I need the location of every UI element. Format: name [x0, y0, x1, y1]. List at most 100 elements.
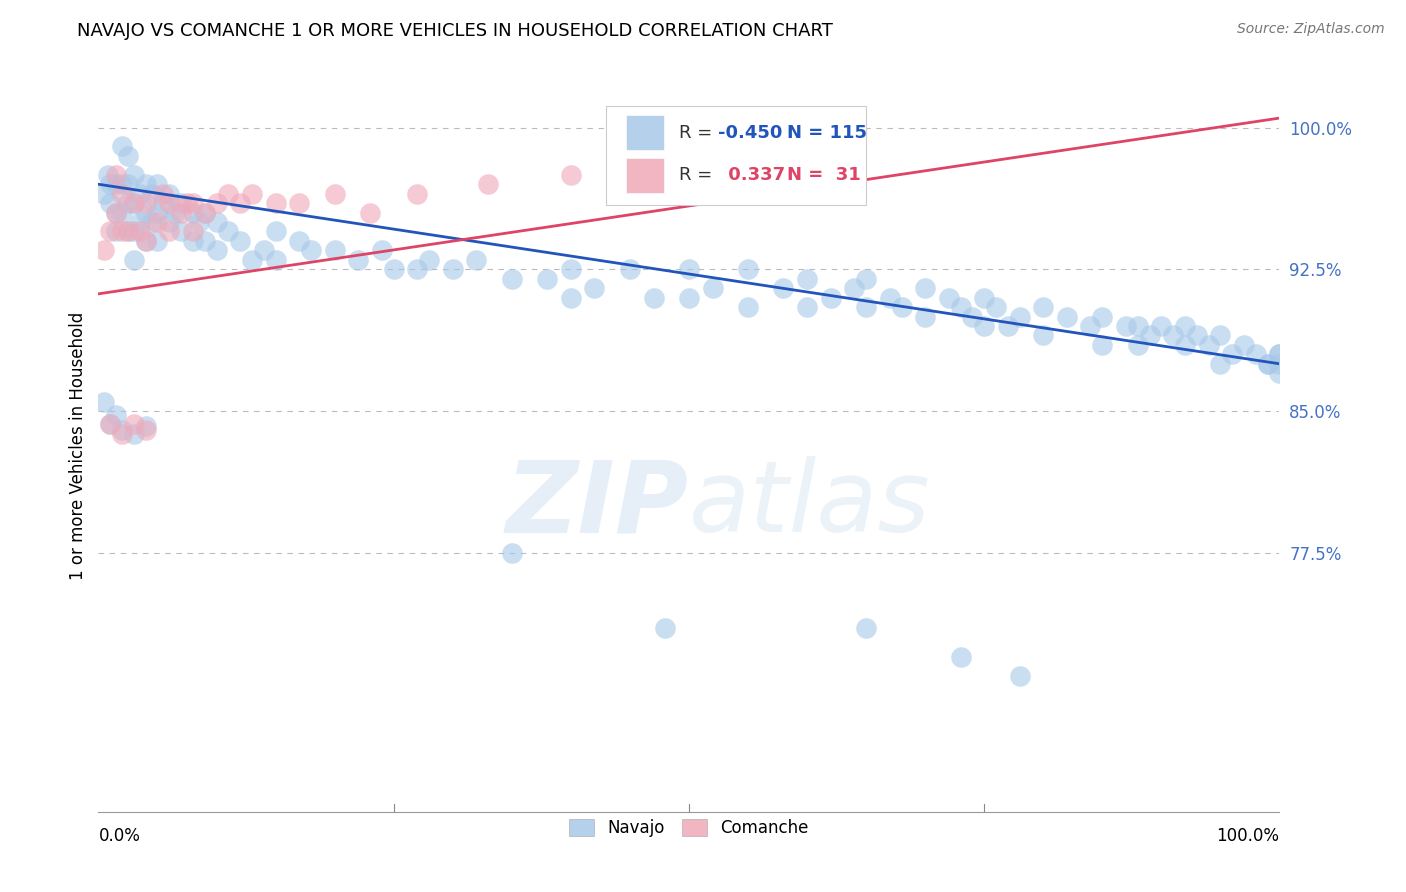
Text: 0.0%: 0.0% [98, 827, 141, 845]
Point [181, 234, 204, 248]
Point [1244, 347, 1267, 361]
Point [973, 291, 995, 305]
Point [122, 417, 145, 432]
Point [135, 419, 157, 434]
Point [217, 225, 239, 239]
Text: atlas: atlas [689, 456, 931, 553]
Point [122, 426, 145, 441]
Point [382, 262, 405, 277]
Point [501, 546, 523, 560]
Point [1032, 300, 1054, 314]
Point [796, 300, 818, 314]
Point [643, 291, 665, 305]
Point [1268, 347, 1291, 361]
Point [264, 252, 287, 267]
Point [560, 262, 582, 277]
Point [1174, 318, 1197, 333]
Point [1268, 357, 1291, 371]
Point [181, 225, 204, 239]
Point [1091, 338, 1114, 352]
Point [1268, 366, 1291, 380]
Y-axis label: 1 or more Vehicles in Household: 1 or more Vehicles in Household [69, 312, 87, 580]
Point [1056, 310, 1078, 324]
Text: N =  31: N = 31 [787, 167, 860, 185]
Point [1209, 328, 1232, 343]
FancyBboxPatch shape [626, 115, 664, 151]
Point [536, 271, 558, 285]
Point [157, 186, 180, 201]
Point [299, 244, 322, 258]
Point [146, 178, 169, 192]
Point [1126, 338, 1149, 352]
Point [962, 310, 984, 324]
Point [973, 318, 995, 333]
Point [187, 215, 209, 229]
Point [1233, 338, 1256, 352]
Point [938, 291, 960, 305]
Point [93, 244, 115, 258]
Point [111, 139, 134, 153]
Point [157, 225, 180, 239]
Point [128, 186, 150, 201]
Point [1150, 318, 1173, 333]
Point [111, 178, 134, 192]
Point [97, 168, 120, 182]
Point [820, 291, 842, 305]
Point [194, 234, 217, 248]
Point [406, 186, 429, 201]
Point [772, 281, 794, 295]
Point [240, 186, 263, 201]
Point [117, 225, 139, 239]
Point [997, 318, 1019, 333]
Point [157, 196, 180, 211]
Point [855, 271, 877, 285]
Point [678, 262, 700, 277]
Point [141, 215, 163, 229]
Point [1257, 357, 1279, 371]
Point [105, 225, 128, 239]
Point [288, 234, 311, 248]
Point [146, 234, 169, 248]
Point [371, 244, 394, 258]
Point [288, 196, 311, 211]
Point [1174, 338, 1197, 352]
Point [152, 196, 174, 211]
Point [844, 281, 866, 295]
Point [229, 196, 252, 211]
Point [796, 271, 818, 285]
Point [323, 186, 346, 201]
Point [181, 196, 204, 211]
Point [879, 291, 901, 305]
Point [111, 225, 134, 239]
Point [1268, 347, 1291, 361]
Point [117, 178, 139, 192]
Point [560, 168, 582, 182]
Point [105, 168, 128, 182]
Point [1209, 357, 1232, 371]
Point [501, 271, 523, 285]
Point [152, 186, 174, 201]
Point [93, 394, 115, 409]
Point [141, 186, 163, 201]
Point [122, 225, 145, 239]
Point [135, 205, 157, 219]
Point [205, 244, 228, 258]
Point [477, 178, 499, 192]
Point [583, 281, 606, 295]
Point [135, 234, 157, 248]
Point [264, 225, 287, 239]
Point [1161, 328, 1184, 343]
Point [122, 252, 145, 267]
Point [98, 178, 121, 192]
Point [890, 300, 912, 314]
Point [359, 205, 381, 219]
Point [678, 291, 700, 305]
Point [194, 205, 217, 219]
Point [240, 252, 263, 267]
Point [117, 196, 139, 211]
Point [1220, 347, 1243, 361]
Point [135, 178, 157, 192]
Point [217, 186, 239, 201]
Point [122, 196, 145, 211]
Point [205, 215, 228, 229]
